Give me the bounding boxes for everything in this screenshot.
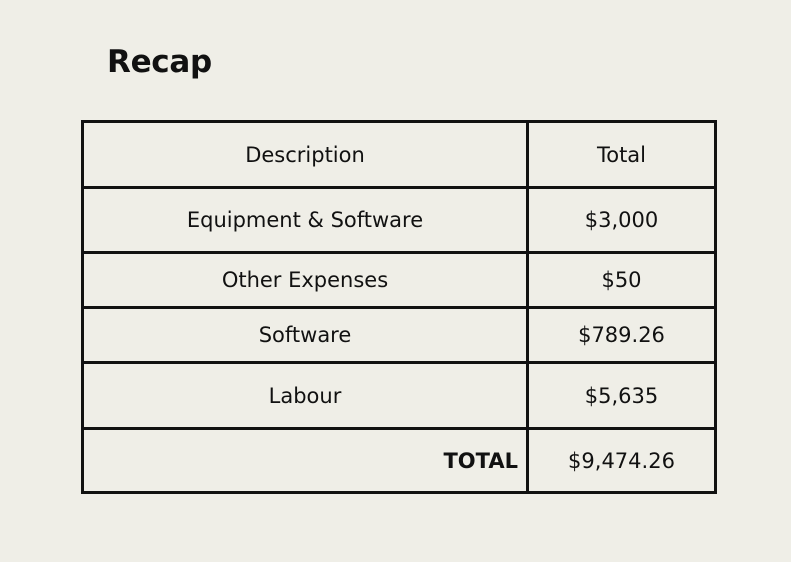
row-total: $5,635 bbox=[526, 361, 717, 430]
row-total: $50 bbox=[526, 251, 717, 309]
total-label: TOTAL bbox=[81, 427, 529, 494]
page-title: Recap bbox=[107, 44, 212, 80]
table-header-row: Description Total bbox=[81, 120, 717, 189]
recap-table: Description Total Equipment & Software $… bbox=[81, 120, 717, 494]
row-description: Labour bbox=[81, 361, 529, 430]
row-description: Equipment & Software bbox=[81, 186, 529, 254]
row-description: Software bbox=[81, 306, 529, 364]
table-row: Equipment & Software $3,000 bbox=[81, 186, 717, 254]
total-value: $9,474.26 bbox=[526, 427, 717, 494]
header-description: Description bbox=[81, 120, 529, 189]
table-row: Other Expenses $50 bbox=[81, 251, 717, 309]
row-total: $3,000 bbox=[526, 186, 717, 254]
row-description: Other Expenses bbox=[81, 251, 529, 309]
table-total-row: TOTAL $9,474.26 bbox=[81, 427, 717, 494]
table-row: Labour $5,635 bbox=[81, 361, 717, 430]
row-total: $789.26 bbox=[526, 306, 717, 364]
header-total: Total bbox=[526, 120, 717, 189]
table-row: Software $789.26 bbox=[81, 306, 717, 364]
